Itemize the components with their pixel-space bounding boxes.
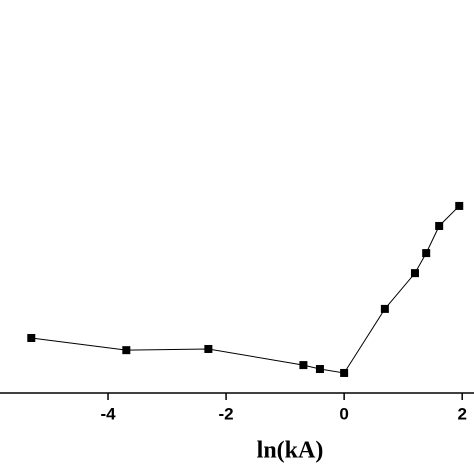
x-tick-label: 2 [457, 404, 466, 423]
data-point [340, 368, 349, 377]
x-tick-label: -2 [219, 404, 234, 423]
data-point [455, 201, 464, 210]
data-point [122, 346, 131, 355]
x-axis-title: ln(kA) [257, 438, 324, 464]
data-point [410, 269, 419, 278]
data-point [422, 249, 431, 258]
data-point [435, 221, 444, 230]
data-point [299, 361, 308, 370]
data-line [31, 205, 460, 374]
x-tick-label: 0 [339, 404, 348, 423]
x-tick-label: -4 [100, 404, 116, 423]
data-point [27, 333, 36, 342]
data-point [315, 365, 324, 374]
data-point [204, 344, 213, 353]
data-point [380, 304, 389, 313]
